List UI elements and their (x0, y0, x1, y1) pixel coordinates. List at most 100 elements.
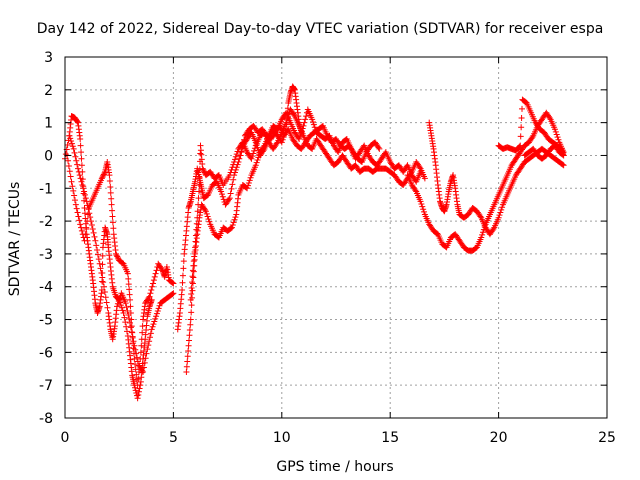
data-point (117, 302, 124, 309)
data-point (244, 182, 251, 189)
data-point (76, 172, 83, 179)
data-point (104, 304, 111, 311)
data-point (204, 213, 211, 220)
data-point (78, 224, 85, 231)
data-point (127, 324, 134, 331)
data-point (71, 192, 78, 199)
data-point (517, 142, 524, 149)
data-point (244, 185, 251, 192)
data-point (170, 280, 177, 287)
data-point (144, 346, 151, 353)
data-point (135, 392, 142, 399)
data-point (98, 287, 105, 294)
data-point (77, 175, 84, 182)
data-point (196, 174, 203, 181)
data-point (148, 287, 155, 294)
data-point (185, 348, 192, 355)
data-point (250, 150, 257, 157)
data-point (521, 152, 528, 159)
data-point (152, 315, 159, 322)
data-point (301, 119, 308, 126)
data-point (103, 299, 110, 306)
data-point (519, 105, 526, 112)
data-point (65, 162, 72, 169)
data-point (69, 183, 76, 190)
data-point (202, 206, 209, 213)
data-point (192, 244, 199, 251)
data-point (247, 174, 254, 181)
data-point (106, 172, 113, 179)
data-point (310, 121, 317, 128)
data-point (141, 359, 148, 366)
data-point (135, 388, 142, 395)
data-point (102, 294, 109, 301)
data-point (132, 384, 139, 391)
data-point (408, 170, 415, 177)
data-point (132, 346, 139, 353)
data-point (127, 319, 134, 326)
x-tick-label: 25 (598, 430, 616, 446)
plot-frame (64, 56, 608, 419)
data-point (232, 153, 239, 160)
data-point (192, 238, 199, 245)
data-point (185, 342, 192, 349)
data-point (114, 254, 121, 261)
chart-title: Day 142 of 2022, Sidereal Day-to-day VTE… (37, 21, 604, 37)
data-point (231, 216, 238, 223)
data-point (186, 327, 193, 334)
data-point (290, 111, 297, 118)
data-point (82, 231, 89, 238)
data-point (83, 198, 90, 205)
data-point (279, 136, 286, 143)
data-point (72, 153, 79, 160)
data-point (145, 294, 152, 301)
data-point (75, 213, 82, 220)
data-point (133, 392, 140, 399)
data-point (202, 208, 209, 215)
data-point (231, 156, 238, 163)
data-point (152, 270, 159, 277)
data-point (180, 265, 187, 272)
data-point (559, 161, 566, 168)
data-point (134, 395, 141, 402)
data-point (78, 227, 85, 234)
data-point (522, 151, 529, 158)
data-point (147, 290, 154, 297)
data-point (150, 277, 157, 284)
data-point (75, 165, 82, 172)
data-point (143, 350, 150, 357)
data-point (190, 274, 197, 281)
data-point (86, 210, 93, 217)
data-point (230, 219, 237, 226)
data-point (496, 212, 503, 219)
data-point (69, 143, 76, 150)
data-point (82, 195, 89, 202)
data-point (188, 290, 195, 297)
data-point (284, 114, 291, 121)
data-point (130, 338, 137, 345)
data-point (126, 315, 133, 322)
data-point (310, 118, 317, 125)
data-point (149, 323, 156, 330)
data-point (231, 159, 238, 166)
data-point (140, 369, 147, 376)
data-point (189, 273, 196, 280)
data-point (72, 201, 79, 208)
data-point (79, 181, 86, 188)
series-6 (187, 106, 428, 303)
data-point (151, 318, 158, 325)
data-point (285, 111, 292, 118)
data-point (516, 143, 523, 150)
data-point (119, 307, 126, 314)
data-point (118, 304, 125, 311)
data-point (114, 300, 121, 307)
y-tick-label: 1 (44, 116, 53, 132)
data-point (238, 148, 245, 155)
data-point (80, 185, 87, 192)
data-point (186, 337, 193, 344)
data-point (239, 144, 246, 151)
data-point (309, 116, 316, 123)
data-point (107, 183, 114, 190)
data-point (100, 171, 107, 178)
data-point (81, 191, 88, 198)
